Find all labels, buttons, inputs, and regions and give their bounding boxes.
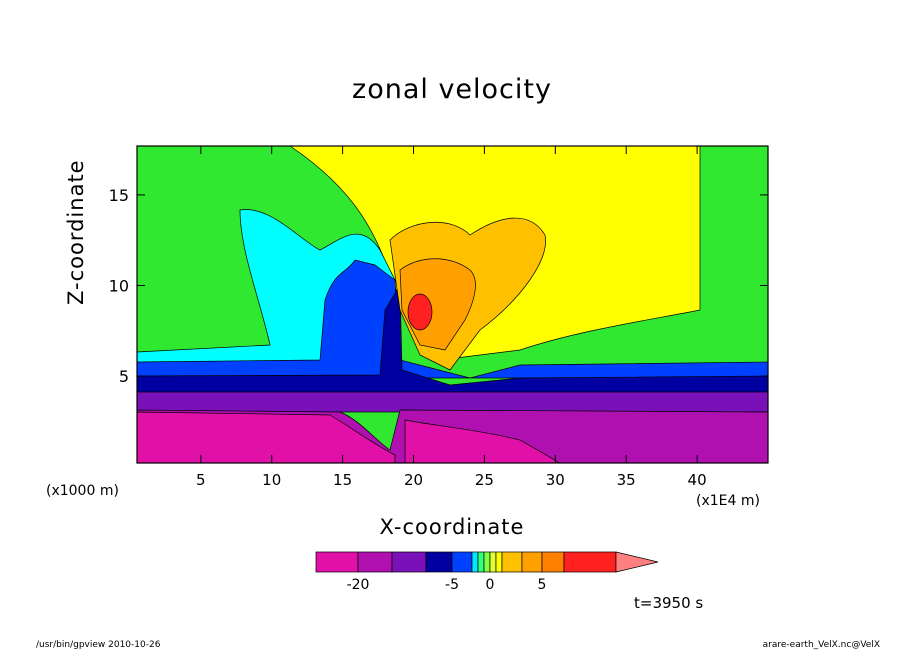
chart-title: zonal velocity [352, 74, 552, 105]
colorbar-tick-label: 0 [486, 577, 495, 593]
colorbar-tick-label: 5 [538, 577, 547, 593]
colorbar-segment [425, 551, 453, 573]
x-tick-label: 35 [617, 471, 636, 489]
footer-right: arare-earth_VelX.nc@VelX [762, 640, 880, 650]
colorbar-segment [391, 551, 427, 573]
y-tick-label: 10 [109, 276, 129, 295]
time-label: t=3950 s [634, 594, 704, 612]
plot-frame [136, 145, 769, 464]
colorbar-arrow [615, 551, 659, 573]
y-tick-label: 15 [109, 186, 129, 205]
x-tick-label: 5 [196, 471, 206, 489]
colorbar-segment [521, 551, 543, 573]
y-axis-units: (x1000 m) [46, 483, 119, 499]
colorbar: -20 -5 0 5 [315, 551, 659, 593]
contour-field [137, 146, 768, 463]
x-tick-label: 25 [475, 471, 494, 489]
region-magenta-left [137, 411, 396, 463]
colorbar-segment [563, 551, 617, 573]
x-tick-label: 20 [404, 471, 423, 489]
x-ticks: 5 10 15 20 25 30 35 40 [196, 146, 707, 489]
colorbar-segment [495, 551, 503, 573]
colorbar-tick-label: -5 [445, 577, 459, 593]
colorbar-segment [315, 551, 359, 573]
x-tick-label: 15 [333, 471, 352, 489]
colorbar-segment [477, 551, 485, 573]
x-tick-label: 40 [688, 471, 707, 489]
colorbar-segment [471, 551, 479, 573]
region-blue [137, 259, 768, 379]
colorbar-segment [483, 551, 491, 573]
colorbar-tick-label: -20 [347, 577, 370, 593]
x-axis-units: (x1E4 m) [696, 493, 760, 509]
colorbar-segment [489, 551, 497, 573]
region-magenta-right [404, 419, 561, 463]
region-red [407, 293, 433, 331]
region-purple2 [137, 391, 768, 413]
colorbar-segment [501, 551, 523, 573]
colorbar-segment [357, 551, 393, 573]
footer-left: /usr/bin/gpview 2010-10-26 [36, 640, 161, 650]
colorbar-segment [541, 551, 565, 573]
y-tick-label: 5 [119, 367, 129, 386]
x-axis-label: X-coordinate [379, 515, 525, 539]
y-ticks: 5 10 15 [109, 186, 768, 386]
colorbar-segment [451, 551, 473, 573]
x-tick-label: 10 [262, 471, 281, 489]
x-tick-label: 30 [546, 471, 565, 489]
